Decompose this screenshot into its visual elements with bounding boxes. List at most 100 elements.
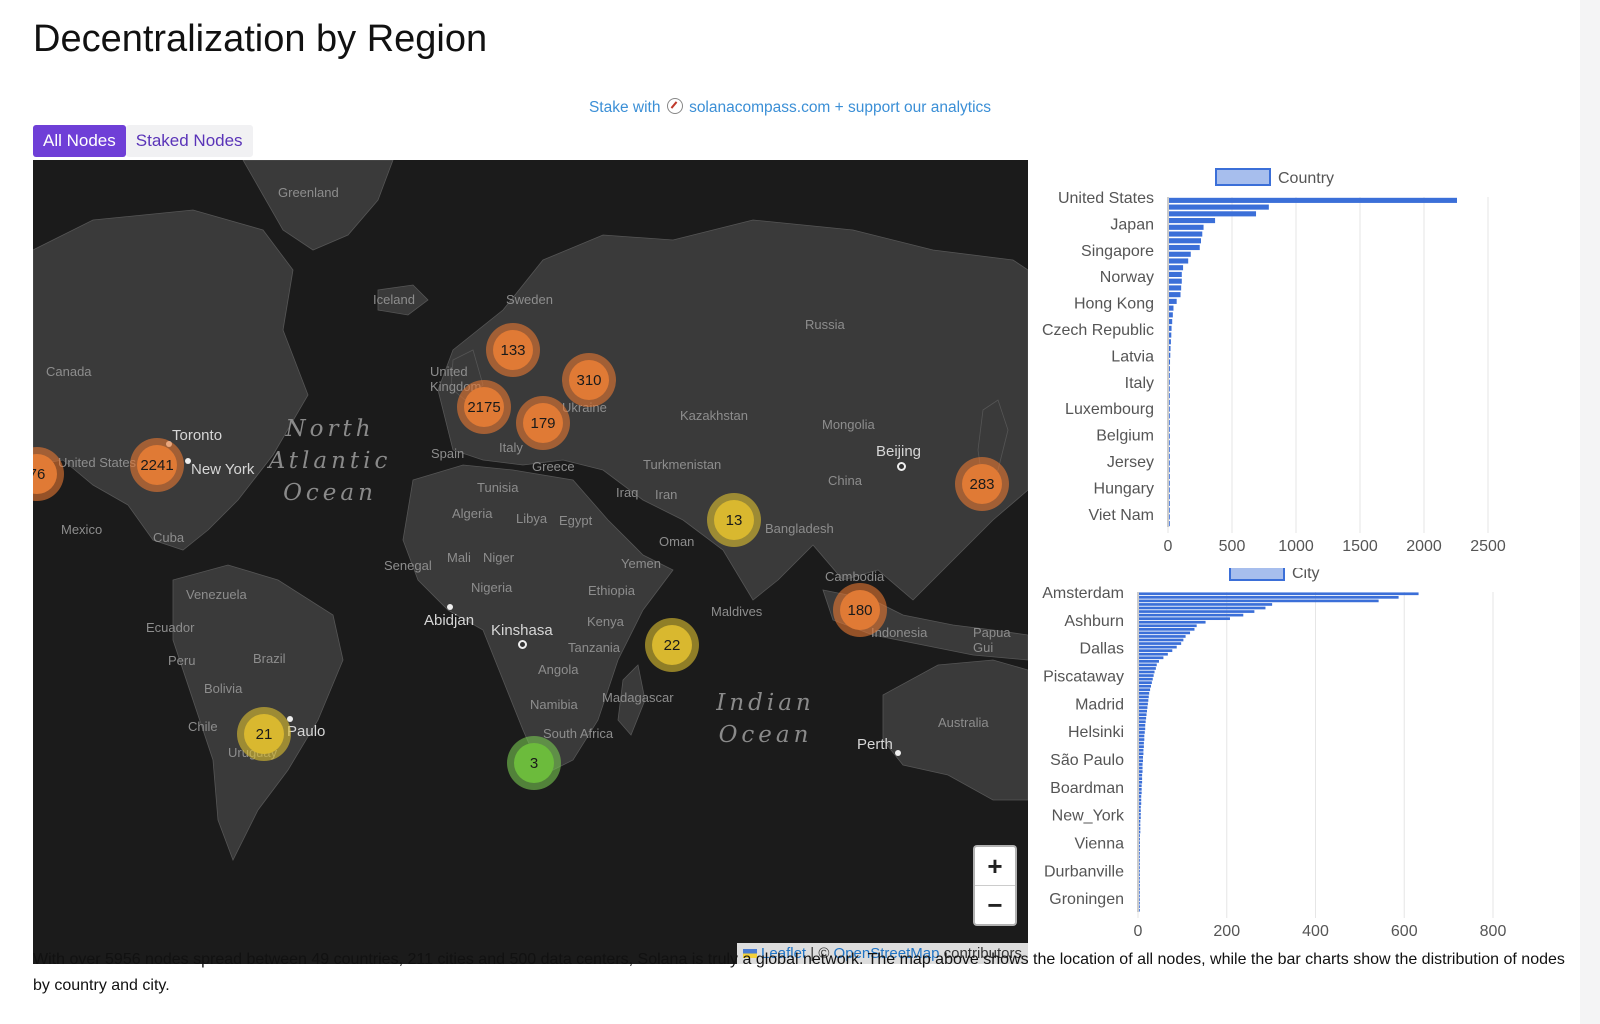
bar bbox=[1139, 880, 1140, 884]
map-label-iran: Iran bbox=[655, 487, 678, 502]
map-label-russia: Russia bbox=[805, 317, 845, 332]
node-cluster[interactable]: 133 bbox=[486, 323, 540, 377]
city-dot-new-york bbox=[185, 458, 191, 464]
tab-all-nodes[interactable]: All Nodes bbox=[33, 125, 126, 157]
osm-link[interactable]: OpenStreetMap bbox=[833, 945, 940, 962]
map-label-turkmenistan: Turkmenistan bbox=[643, 457, 722, 472]
y-tick-label: Amsterdam bbox=[1042, 585, 1124, 602]
bar bbox=[1169, 211, 1257, 217]
legend-swatch bbox=[1215, 168, 1271, 186]
bar bbox=[1169, 372, 1170, 379]
y-tick-label: Hungary bbox=[1094, 480, 1154, 497]
ocean-label-north-atlantic: North Atlantic Ocean bbox=[268, 416, 392, 506]
bar bbox=[1169, 285, 1182, 291]
bar bbox=[1139, 667, 1156, 670]
bar bbox=[1169, 487, 1170, 493]
bar bbox=[1139, 741, 1144, 745]
map-label-mali: Mali bbox=[447, 550, 471, 565]
node-cluster[interactable]: 310 bbox=[562, 353, 616, 407]
y-tick-label: São Paulo bbox=[1050, 752, 1124, 769]
page-title: Decentralization by Region bbox=[33, 18, 488, 60]
y-tick-label: Boardman bbox=[1050, 780, 1124, 797]
map-label-canada: Canada bbox=[46, 364, 92, 379]
page-scrollbar[interactable] bbox=[1580, 0, 1600, 1024]
zoom-out-button[interactable]: − bbox=[975, 885, 1015, 924]
node-cluster[interactable]: 3 bbox=[507, 736, 561, 790]
legend-swatch bbox=[1229, 568, 1285, 581]
ocean-label-indian: Indian Ocean bbox=[716, 690, 815, 748]
bar bbox=[1139, 809, 1141, 813]
bar bbox=[1169, 204, 1269, 210]
bar bbox=[1169, 507, 1170, 513]
bar bbox=[1169, 406, 1170, 412]
bar bbox=[1139, 691, 1150, 695]
bar bbox=[1139, 816, 1141, 820]
tab-staked-nodes[interactable]: Staked Nodes bbox=[125, 125, 253, 157]
bar bbox=[1139, 851, 1140, 855]
bar bbox=[1169, 319, 1173, 325]
cluster-count: 13 bbox=[714, 500, 754, 540]
cluster-count: 2175 bbox=[464, 387, 504, 427]
bar bbox=[1139, 603, 1273, 606]
bar bbox=[1139, 873, 1140, 877]
node-map[interactable]: Greenland Iceland Sweden Canada United K… bbox=[33, 160, 1028, 964]
promo-link-text[interactable]: solanacompass.com + support our analytic… bbox=[689, 99, 992, 116]
bar bbox=[1139, 592, 1419, 596]
country-bar-chart: Country 0 500 1000 1500 2000 2500 United States… bbox=[1042, 168, 1506, 555]
bar bbox=[1139, 613, 1244, 617]
node-cluster[interactable]: 180 bbox=[833, 583, 887, 637]
y-tick-label: Madrid bbox=[1075, 696, 1124, 713]
bar bbox=[1169, 480, 1170, 486]
bar bbox=[1169, 197, 1457, 203]
bar bbox=[1139, 631, 1191, 635]
node-cluster[interactable]: 22 bbox=[645, 618, 699, 672]
bar bbox=[1169, 521, 1170, 527]
cluster-count: 3 bbox=[514, 743, 554, 783]
bar bbox=[1139, 770, 1143, 773]
cluster-count: 22 bbox=[652, 625, 692, 665]
compass-icon bbox=[666, 98, 683, 114]
bar bbox=[1169, 399, 1170, 405]
cluster-count: 310 bbox=[569, 360, 609, 400]
node-cluster[interactable]: 21 bbox=[237, 707, 291, 761]
y-tick-label: Japan bbox=[1110, 216, 1154, 233]
bar bbox=[1169, 426, 1170, 432]
map-label-italy: Italy bbox=[499, 440, 523, 455]
city-label-abidjan: Abidjan bbox=[424, 612, 475, 629]
y-tick-label: Piscataway bbox=[1043, 668, 1124, 685]
node-cluster[interactable]: 13 bbox=[707, 493, 761, 547]
node-cluster[interactable]: 283 bbox=[955, 457, 1009, 511]
bar bbox=[1139, 652, 1168, 656]
y-tick-label: Italy bbox=[1125, 375, 1154, 392]
y-tick-label: Vienna bbox=[1074, 835, 1124, 852]
x-tick-label: 200 bbox=[1213, 923, 1240, 940]
city-dot-beijing bbox=[897, 462, 906, 471]
map-label-namibia: Namibia bbox=[530, 697, 578, 712]
bar bbox=[1169, 258, 1189, 264]
cluster-count: 180 bbox=[840, 590, 880, 630]
node-cluster[interactable]: 179 bbox=[516, 396, 570, 450]
promo-link[interactable]: Stake with solanacompass.com + support o… bbox=[0, 98, 1580, 117]
city-label-kinshasa: Kinshasa bbox=[491, 622, 553, 639]
leaflet-link[interactable]: Leaflet bbox=[761, 945, 807, 962]
bar bbox=[1139, 763, 1143, 766]
map-label-tanzania: Tanzania bbox=[568, 640, 621, 655]
bar bbox=[1139, 805, 1141, 809]
bar bbox=[1139, 883, 1140, 887]
node-cluster[interactable]: 2175 bbox=[457, 380, 511, 434]
bar bbox=[1139, 670, 1155, 674]
bar bbox=[1169, 298, 1177, 304]
bar bbox=[1139, 823, 1141, 827]
bar bbox=[1139, 901, 1140, 905]
zoom-in-button[interactable]: + bbox=[987, 851, 1003, 881]
map-label-angola: Angola bbox=[538, 662, 579, 677]
attribution-suffix: contributors bbox=[939, 945, 1022, 962]
y-tick-label: Czech Republic bbox=[1042, 322, 1154, 339]
bar bbox=[1169, 494, 1170, 500]
node-cluster[interactable]: 2241 bbox=[130, 438, 184, 492]
bar bbox=[1169, 446, 1170, 453]
bar bbox=[1169, 433, 1170, 439]
bar bbox=[1139, 599, 1379, 603]
map-label-brazil: Brazil bbox=[253, 651, 286, 666]
bar bbox=[1139, 908, 1140, 912]
